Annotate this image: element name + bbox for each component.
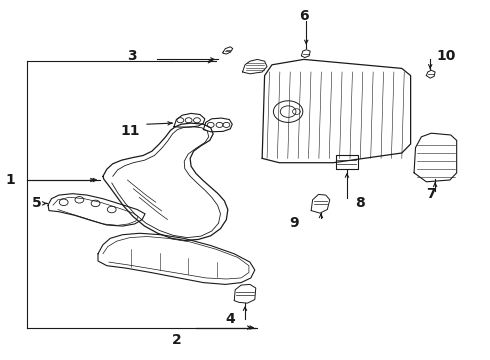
Text: 7: 7 — [426, 188, 436, 201]
Text: 6: 6 — [299, 9, 309, 23]
Text: 5: 5 — [32, 197, 42, 210]
Text: 2: 2 — [172, 333, 181, 347]
Text: 8: 8 — [355, 197, 365, 210]
Text: 9: 9 — [289, 216, 299, 230]
Text: 4: 4 — [225, 312, 235, 325]
Text: 10: 10 — [436, 49, 456, 63]
Text: 3: 3 — [127, 49, 137, 63]
Text: 11: 11 — [120, 125, 140, 138]
Text: 1: 1 — [6, 173, 16, 187]
